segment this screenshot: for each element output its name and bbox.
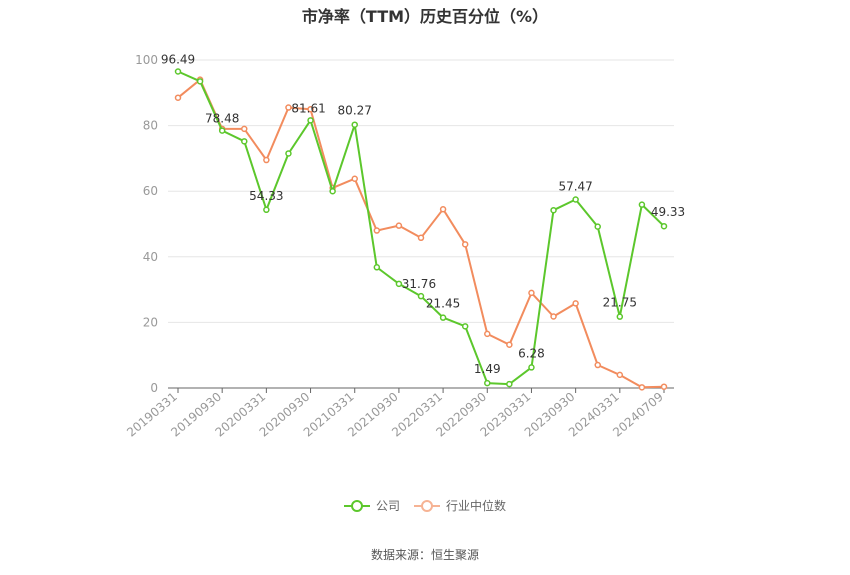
series-lines	[174, 68, 668, 391]
y-tick-label: 60	[143, 184, 158, 198]
data-point-industry	[285, 104, 292, 111]
data-point-industry	[307, 105, 314, 113]
data-point-company	[550, 206, 557, 214]
data-point-industry	[594, 361, 601, 369]
data-point-industry	[484, 330, 491, 338]
data-point-industry	[550, 313, 557, 320]
data-label-company: 57.47	[558, 179, 592, 193]
data-point-company	[373, 264, 381, 271]
data-point-industry	[638, 384, 646, 391]
data-label-company: 81.61	[291, 101, 325, 115]
data-point-company	[196, 78, 204, 85]
data-point-company	[616, 313, 624, 320]
data-point-industry	[660, 383, 668, 390]
data-point-company	[594, 223, 601, 230]
data-point-company	[395, 280, 403, 288]
legend-item-company[interactable]: 公司	[343, 497, 400, 514]
data-label-company: 80.27	[338, 104, 372, 118]
data-point-company	[218, 127, 226, 134]
data-point-company	[307, 117, 314, 124]
chart-title: 市净率（TTM）历史百分位（%）	[301, 7, 549, 26]
data-point-company	[528, 364, 535, 371]
data-label-company: 21.75	[603, 296, 637, 310]
data-point-company	[417, 292, 425, 300]
data-point-industry	[528, 289, 535, 297]
data-point-industry	[461, 241, 469, 248]
data-point-company	[484, 379, 491, 387]
data-source: 数据来源：恒生聚源	[370, 548, 479, 562]
data-point-company	[285, 150, 292, 157]
y-tick-label: 20	[143, 315, 158, 329]
data-point-company	[660, 222, 668, 230]
data-point-company	[638, 201, 646, 208]
data-labels: 96.49 78.48 54.33 81.61 80.27 31.76 21.45 1.49 6…	[161, 53, 685, 377]
data-label-company: 31.76	[402, 277, 436, 291]
data-point-industry	[395, 222, 403, 229]
data-label-company: 54.33	[249, 189, 283, 203]
data-point-industry	[417, 234, 425, 242]
data-point-company	[263, 206, 270, 214]
legend-industry-marker-icon	[414, 499, 440, 512]
y-tick-label: 40	[143, 250, 158, 264]
legend-industry-label: 行业中位数	[446, 499, 507, 513]
series-line-company	[177, 70, 665, 386]
legend-company-label: 公司	[375, 499, 400, 513]
data-point-company	[174, 68, 182, 75]
data-point-industry	[373, 227, 381, 234]
data-label-company: 21.45	[426, 297, 460, 311]
legend-item-industry[interactable]: 行业中位数	[414, 497, 506, 514]
legend-company-marker-icon	[343, 499, 370, 512]
data-point-industry	[263, 156, 270, 164]
data-point-company	[351, 121, 358, 128]
data-point-industry	[351, 175, 358, 182]
data-label-company: 78.48	[205, 112, 239, 126]
data-point-company	[439, 314, 447, 321]
data-point-industry	[506, 341, 513, 348]
data-label-company: 6.28	[518, 346, 545, 360]
y-tick-label: 100	[135, 53, 158, 67]
data-point-company	[506, 380, 513, 388]
data-label-company: 96.49	[161, 53, 195, 67]
data-point-industry	[439, 205, 447, 213]
data-label-company: 49.33	[651, 205, 685, 219]
data-label-company: 1.49	[474, 362, 501, 376]
data-point-company	[572, 196, 579, 203]
data-point-company	[329, 187, 336, 195]
data-point-industry	[572, 300, 579, 307]
data-point-industry	[616, 371, 624, 379]
data-point-industry	[174, 94, 182, 101]
data-point-industry	[241, 125, 248, 133]
y-tick-label: 80	[143, 119, 158, 133]
data-point-company	[241, 138, 248, 145]
y-tick-label: 0	[150, 381, 158, 395]
legend: 公司 行业中位数	[0, 497, 850, 514]
data-point-company	[461, 323, 469, 330]
